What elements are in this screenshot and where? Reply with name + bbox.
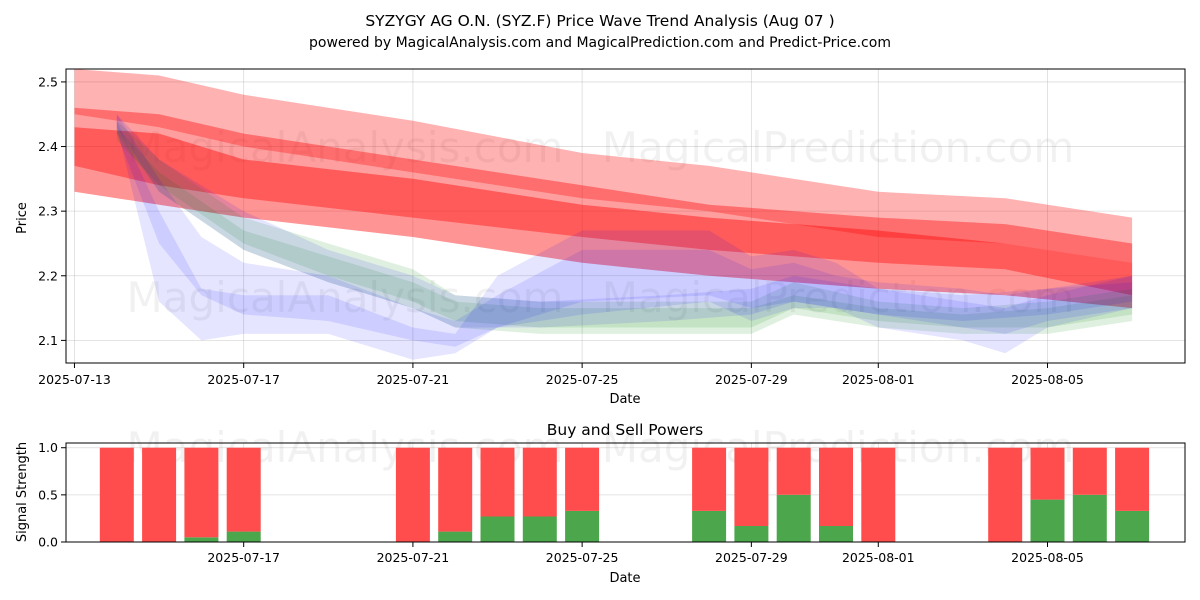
blue-wave-band <box>116 114 1133 328</box>
power-x-tick-label: 2025-07-25 <box>546 550 619 565</box>
sell-power-bar <box>734 447 769 526</box>
green-wave-band <box>116 120 1133 334</box>
buy-power-bar <box>1115 510 1150 542</box>
sell-power-bar <box>861 447 896 542</box>
price-x-tick-label: 2025-07-29 <box>715 372 788 387</box>
power-y-tick-label: 0.5 <box>38 487 58 502</box>
watermark-left-mid: MagicalAnalysis.com <box>127 273 564 322</box>
power-y-axis-label: Signal Strength <box>15 442 30 542</box>
price-watermarks: MagicalAnalysis.com MagicalPrediction.co… <box>127 123 1075 322</box>
buy-power-bar <box>522 516 557 542</box>
power-axes-frame <box>65 442 1186 543</box>
buy-power-bar <box>184 537 219 542</box>
power-panel: Buy and Sell Powers MagicalAnalysis.com … <box>15 421 1186 586</box>
power-x-tick-label: 2025-07-21 <box>377 550 450 565</box>
chart-subtitle: powered by MagicalAnalysis.com and Magic… <box>309 35 891 51</box>
power-chart-title: Buy and Sell Powers <box>547 421 704 439</box>
price-bands <box>74 69 1133 360</box>
red-wave-band <box>74 69 1133 263</box>
sell-power-bar <box>988 447 1023 542</box>
buy-power-bar <box>734 526 769 542</box>
price-x-tick-label: 2025-08-05 <box>1011 372 1084 387</box>
buy-power-bar <box>819 526 853 542</box>
price-y-tick-label: 2.1 <box>38 333 58 348</box>
power-x-axis-label: Date <box>609 571 640 586</box>
buy-power-bar <box>776 494 811 542</box>
price-x-tick-label: 2025-08-01 <box>842 372 915 387</box>
price-x-ticks: 2025-07-13 2025-07-17 2025-07-21 2025-07-25… <box>38 363 1084 387</box>
buy-power-bar <box>565 510 600 542</box>
power-y-ticks: 0.0 0.5 1.0 <box>38 440 66 550</box>
price-y-ticks: 2.1 2.2 2.3 2.4 2.5 <box>38 74 66 348</box>
price-x-tick-label: 2025-07-21 <box>377 372 450 387</box>
buy-power-bar <box>1030 499 1065 542</box>
power-bars <box>99 447 1150 542</box>
green-wave-band <box>116 127 1133 328</box>
price-y-tick-label: 2.4 <box>38 139 58 154</box>
buy-power-bar <box>1072 494 1107 542</box>
power-x-tick-label: 2025-08-05 <box>1011 550 1084 565</box>
power-x-tick-label: 2025-07-29 <box>715 550 788 565</box>
power-y-tick-label: 1.0 <box>38 440 58 455</box>
price-x-axis-label: Date <box>609 392 640 407</box>
watermark-right-top: MagicalPrediction.com <box>602 123 1075 172</box>
power-x-tick-label: 2025-08-01 <box>842 550 915 565</box>
sell-power-bar <box>1115 447 1150 511</box>
sell-power-bar <box>438 447 473 532</box>
price-grid <box>66 69 1185 363</box>
red-wave-band <box>74 107 1133 296</box>
price-axes-frame <box>65 68 1186 364</box>
sell-power-bar <box>142 447 177 542</box>
sell-power-bar <box>776 447 811 495</box>
price-y-axis-label: Price <box>15 202 30 234</box>
sell-power-bar <box>819 447 853 526</box>
sell-power-bar <box>395 447 430 542</box>
power-x-tick-label: 2025-07-17 <box>207 550 280 565</box>
sell-power-bar <box>1030 447 1065 500</box>
buy-power-bar <box>692 510 727 542</box>
buy-power-bar <box>438 531 473 542</box>
price-y-tick-label: 2.2 <box>38 268 58 283</box>
price-panel: MagicalAnalysis.com MagicalPrediction.co… <box>15 68 1186 407</box>
blue-wave-band <box>116 114 1133 347</box>
power-x-ticks: 2025-07-17 2025-07-21 2025-07-25 2025-07-29… <box>207 542 1084 565</box>
sell-power-bar <box>99 447 134 542</box>
sell-power-bar <box>565 447 600 511</box>
sell-power-bar <box>522 447 557 517</box>
price-x-tick-label: 2025-07-25 <box>546 372 619 387</box>
buy-power-bar <box>480 516 515 542</box>
chart-title: SYZYGY AG O.N. (SYZ.F) Price Wave Trend … <box>365 12 834 30</box>
buy-power-bar <box>226 531 261 542</box>
price-x-tick-label: 2025-07-13 <box>38 372 111 387</box>
price-x-tick-label: 2025-07-17 <box>207 372 280 387</box>
sell-power-bar <box>480 447 515 517</box>
sell-power-bar <box>184 447 219 538</box>
sell-power-bar <box>226 447 261 532</box>
blue-wave-band <box>116 120 1133 360</box>
price-y-tick-label: 2.5 <box>38 74 58 89</box>
watermark-left-top: MagicalAnalysis.com <box>127 123 564 172</box>
watermark-right-mid: MagicalPrediction.com <box>602 273 1075 322</box>
power-y-tick-label: 0.0 <box>38 535 58 550</box>
sell-power-bar <box>1072 447 1107 495</box>
price-y-tick-label: 2.3 <box>38 204 58 219</box>
sell-power-bar <box>692 447 727 511</box>
red-wave-band <box>74 127 1133 309</box>
